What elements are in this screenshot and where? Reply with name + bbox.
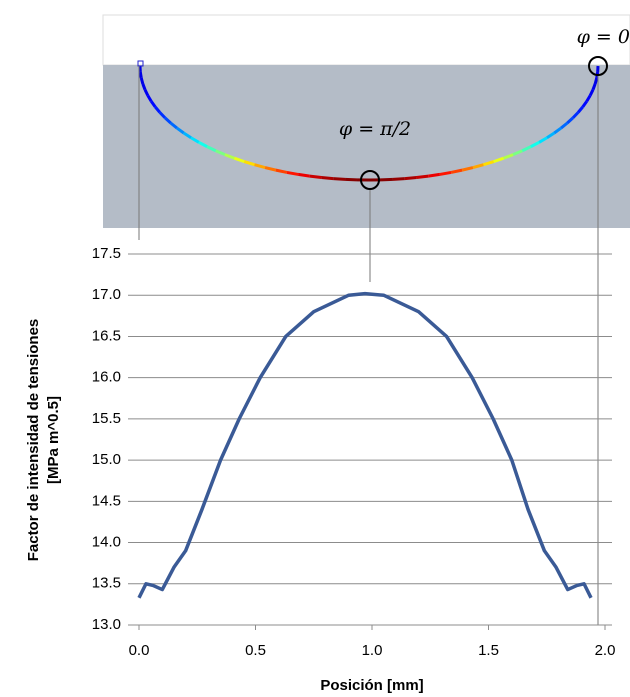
crack-front-segment <box>215 149 226 156</box>
annotation: φ = 0 <box>577 26 630 48</box>
x-tick-label: 0.0 <box>129 642 150 659</box>
crack-front-segment <box>512 149 523 156</box>
crack-front-segment <box>158 111 167 119</box>
marker-circle <box>360 170 380 190</box>
crack-front-segment <box>521 145 532 153</box>
crack-front-segment <box>593 77 599 85</box>
x-tick-label: 1.5 <box>478 642 499 659</box>
y-tick-label: 15.5 <box>92 410 121 427</box>
crack-front-segment <box>566 116 575 125</box>
crack-front-segment <box>190 136 200 144</box>
crack-front-segment <box>163 116 172 125</box>
crack-front-segment <box>416 174 429 179</box>
crack-front-segment <box>577 105 584 114</box>
y-tick-label: 16.0 <box>92 369 121 386</box>
crack-front-segment <box>591 83 597 91</box>
crack-front-segment <box>530 140 540 148</box>
crack-front-segment <box>149 100 157 108</box>
y-axis-label: [MPa m^0.5] <box>45 396 62 484</box>
crack-front-segment <box>428 172 440 178</box>
crack-front-segment <box>538 136 548 144</box>
crack-front-segment <box>588 89 595 97</box>
crack-front-segment <box>309 174 322 179</box>
crack-front-segment <box>560 121 569 130</box>
y-tick-label: 14.5 <box>92 492 121 509</box>
crack-front-segment <box>254 163 266 170</box>
marker <box>137 60 144 67</box>
crack-front <box>138 65 600 182</box>
x-tick-label: 0.5 <box>245 642 266 659</box>
crack-front-segment <box>450 168 463 174</box>
crack-front-segment <box>141 83 147 91</box>
crack-front-segment <box>169 121 178 130</box>
inset-body <box>103 65 630 228</box>
crack-front-segment <box>139 77 145 85</box>
y-tick-label: 13.0 <box>92 616 121 633</box>
crack-front-segment <box>503 153 514 160</box>
crack-front-segment <box>275 168 288 174</box>
crack-front-segment <box>546 131 556 140</box>
crack-front-segment <box>333 177 346 181</box>
x-tick-label: 2.0 <box>595 642 616 659</box>
x-axis-label: Posición [mm] <box>320 677 423 694</box>
crack-front-segment <box>392 177 405 181</box>
crack-front-segment <box>224 153 235 160</box>
crack-front-segment <box>264 166 277 172</box>
crack-front-segment <box>483 160 495 167</box>
data-line <box>137 291 593 599</box>
crack-front-segment <box>585 94 592 102</box>
crack-front-segment <box>493 156 505 164</box>
crack-front-segment <box>404 176 417 181</box>
inset-background <box>102 14 630 66</box>
crack-front-segment <box>298 172 310 178</box>
y-tick-label: 13.5 <box>92 575 121 592</box>
crack-front-segment <box>461 166 474 172</box>
marker-circle <box>588 56 608 76</box>
crack-front-segment <box>138 71 143 79</box>
crack-front-segment <box>233 156 245 164</box>
crack-front-segment <box>243 160 255 167</box>
crack-front-segment <box>143 89 150 97</box>
crack-front-segment <box>581 100 589 108</box>
x-tick-label: 1.0 <box>362 642 383 659</box>
crack-front-segment <box>146 94 153 102</box>
y-tick-label: 15.0 <box>92 451 121 468</box>
crack-front-segment <box>472 163 484 170</box>
crack-front-segment <box>154 105 161 114</box>
crack-front-segment <box>198 140 208 148</box>
y-tick-label: 17.0 <box>92 286 121 303</box>
crack-front-segment <box>286 170 299 176</box>
crack-front-segment <box>206 145 217 153</box>
crack-front-segment <box>182 131 192 140</box>
crack-front-segment <box>176 126 185 135</box>
crack-front-segment <box>553 126 562 135</box>
y-tick-label: 14.0 <box>92 534 121 551</box>
inset-image: φ = 0 φ = π/2 <box>102 14 630 625</box>
crack-front-segment <box>439 170 452 176</box>
y-tick-label: 17.5 <box>92 245 121 262</box>
annotation: φ = π/2 <box>339 118 411 140</box>
y-axis-label: Factor de intensidad de tensiones <box>25 319 42 562</box>
crack-front-segment <box>571 111 580 119</box>
y-tick-label: 16.5 <box>92 327 121 344</box>
crack-front-segment <box>321 176 334 181</box>
